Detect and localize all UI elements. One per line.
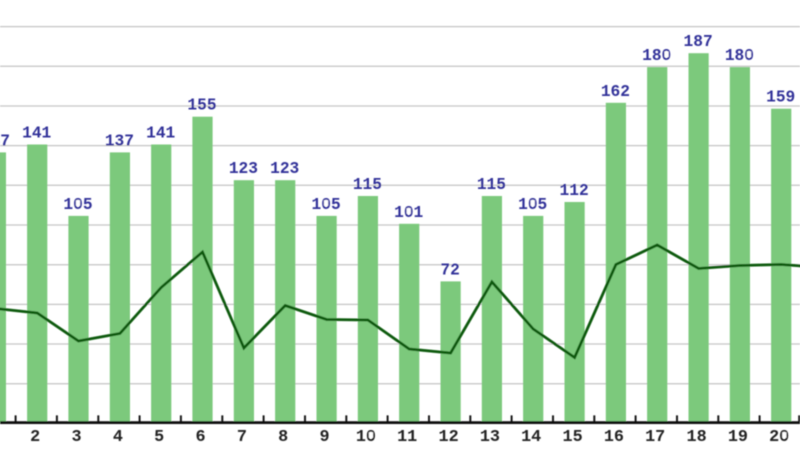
svg-text:72: 72 [440,261,459,279]
svg-text:141: 141 [22,125,51,143]
svg-text:115: 115 [477,176,506,194]
svg-text:18: 18 [687,428,707,447]
svg-text:141: 141 [146,125,175,143]
svg-text:14: 14 [521,428,541,447]
svg-text:6: 6 [195,428,205,447]
svg-text:137: 137 [0,132,10,150]
svg-text:2: 2 [30,428,40,447]
svg-text:11: 11 [397,428,417,447]
svg-text:3: 3 [71,428,81,447]
svg-text:7: 7 [237,428,247,447]
svg-text:123: 123 [229,160,258,178]
svg-text:155: 155 [187,97,216,115]
svg-text:16: 16 [604,428,624,447]
svg-text:19: 19 [728,428,748,447]
svg-text:162: 162 [601,83,630,101]
svg-text:4: 4 [113,428,123,447]
svg-text:159: 159 [766,89,795,107]
svg-text:180: 180 [725,47,754,65]
svg-text:15: 15 [563,428,583,447]
svg-text:8: 8 [278,428,288,447]
svg-text:115: 115 [353,176,382,194]
svg-text:9: 9 [320,428,330,447]
svg-text:187: 187 [684,33,713,51]
svg-text:12: 12 [439,428,459,447]
svg-text:13: 13 [480,428,500,447]
svg-text:112: 112 [560,182,589,200]
svg-text:180: 180 [642,47,671,65]
svg-text:5: 5 [154,428,164,447]
svg-text:17: 17 [645,428,665,447]
svg-text:137: 137 [105,132,134,150]
svg-text:123: 123 [270,160,299,178]
